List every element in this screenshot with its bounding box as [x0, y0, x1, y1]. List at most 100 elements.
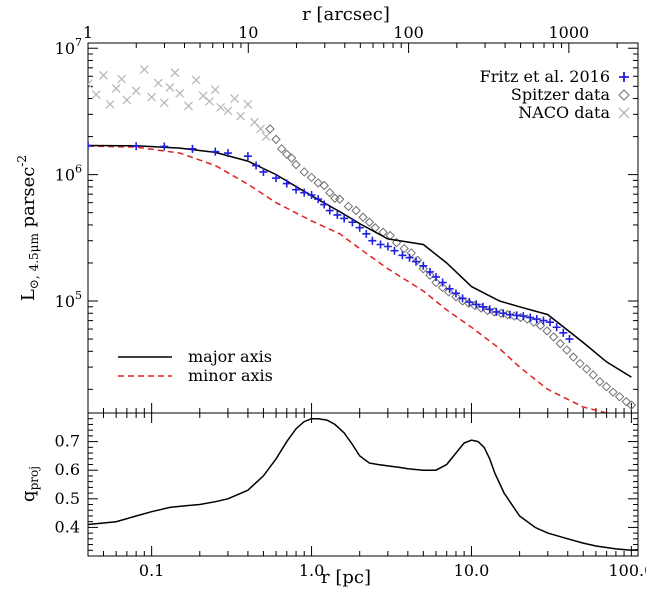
spitzer-point — [265, 124, 275, 134]
naco-point — [111, 84, 121, 93]
fritz-point — [539, 316, 548, 325]
fritz-point — [307, 190, 316, 199]
y-axis-title-base: L — [18, 289, 39, 301]
fritz-point — [325, 206, 334, 215]
legend-naco-marker — [618, 107, 630, 119]
top-x-tick-label: 1 — [83, 23, 93, 42]
y-tick-exponent: 7 — [75, 36, 82, 49]
fritz-point — [160, 142, 169, 151]
fritz-point — [362, 229, 371, 238]
upper-y-tick-label: 105 — [55, 289, 82, 311]
y-tick-base: 10 — [55, 39, 75, 58]
spitzer-point — [306, 172, 317, 183]
fritz-point — [243, 152, 252, 161]
spitzer-point — [286, 153, 297, 163]
fritz-point — [519, 312, 528, 321]
fritz-point — [348, 218, 357, 227]
fritz-point — [412, 257, 421, 266]
upper-grid-ticks — [87, 43, 638, 413]
spitzer-point — [457, 296, 468, 306]
q-axis-title-base: q — [18, 490, 39, 502]
naco-point — [139, 64, 149, 74]
spitzer-point — [325, 187, 335, 198]
fritz-point — [526, 313, 535, 322]
lower-panel: 0.4 0.5 0.6 0.7 0.1 1.0 10.0 100.0 r [pc] qproj — [18, 412, 646, 588]
qproj-line — [87, 417, 639, 552]
fritz-point — [565, 335, 574, 344]
spitzer-point — [626, 400, 637, 410]
spitzer-point — [291, 159, 301, 170]
fritz-point — [252, 161, 261, 170]
spitzer-point — [282, 149, 292, 159]
lower-series-layer — [87, 417, 639, 552]
y-tick-base: 10 — [55, 292, 75, 311]
fritz-point — [333, 210, 342, 219]
fritz-point — [405, 253, 414, 262]
fritz-point — [282, 179, 291, 188]
fritz-point — [499, 309, 508, 318]
y-axis-title-sun: ⊙ — [27, 279, 41, 289]
fritz-point — [376, 240, 385, 249]
spitzer-point — [568, 352, 579, 362]
naco-point — [191, 75, 201, 85]
spitzer-point — [548, 332, 559, 342]
naco-point — [261, 132, 271, 142]
naco-point — [91, 90, 101, 100]
fritz-point — [445, 284, 454, 293]
spitzer-point — [418, 264, 429, 274]
fritz-point — [88, 141, 92, 150]
legend-minor-axis-label: minor axis — [188, 366, 273, 385]
fritz-point — [398, 251, 407, 260]
fritz-point — [314, 195, 323, 204]
fritz-point — [419, 261, 428, 270]
lower-plot-frame — [87, 412, 639, 557]
fritz-point — [546, 318, 555, 327]
q-axis-title-sub: proj — [27, 466, 41, 490]
lower-x-tick-label: 100.0 — [608, 561, 646, 580]
naco-point — [216, 102, 226, 112]
naco-point — [117, 74, 127, 84]
naco-point — [236, 111, 246, 121]
top-x-tick-label: 100 — [393, 23, 424, 42]
fritz-point — [340, 214, 349, 223]
naco-point — [243, 99, 253, 109]
spitzer-point — [555, 338, 565, 349]
spitzer-point — [335, 194, 345, 204]
fritz-point — [390, 246, 399, 255]
naco-point — [256, 124, 266, 134]
spitzer-point — [271, 134, 281, 145]
spitzer-point — [437, 282, 448, 293]
lower-grid-ticks — [87, 412, 638, 557]
spitzer-point — [364, 217, 375, 227]
fritz-point — [485, 305, 494, 314]
fritz-point — [211, 147, 220, 156]
spitzer-point — [542, 326, 552, 336]
spitzer-point — [588, 370, 598, 380]
legend-spitzer-marker — [618, 89, 630, 101]
naco-point — [184, 101, 193, 111]
naco-point — [223, 106, 233, 116]
spitzer-point — [399, 243, 409, 254]
legend-upper-label: Spitzer data — [511, 85, 611, 104]
fritz-point — [431, 272, 440, 281]
spitzer-point — [425, 270, 435, 280]
fritz-point — [478, 302, 487, 311]
naco-point — [159, 98, 169, 108]
spitzer-point — [299, 167, 309, 177]
naco-point — [210, 85, 220, 95]
spitzer-point — [601, 381, 612, 392]
fritz-point — [188, 144, 197, 153]
lower-y-tick-label: 0.6 — [55, 460, 80, 479]
spitzer-point — [621, 396, 631, 407]
fritz-point — [458, 294, 467, 303]
y-axis-title-sup: -2 — [15, 155, 29, 167]
naco-point — [88, 79, 93, 89]
fritz-point — [292, 185, 301, 194]
spitzer-point — [608, 387, 618, 397]
fritz-point — [552, 323, 561, 332]
fritz-point — [465, 298, 474, 307]
upper-y-tick-label: 106 — [55, 163, 82, 185]
fritz-point — [368, 236, 377, 245]
